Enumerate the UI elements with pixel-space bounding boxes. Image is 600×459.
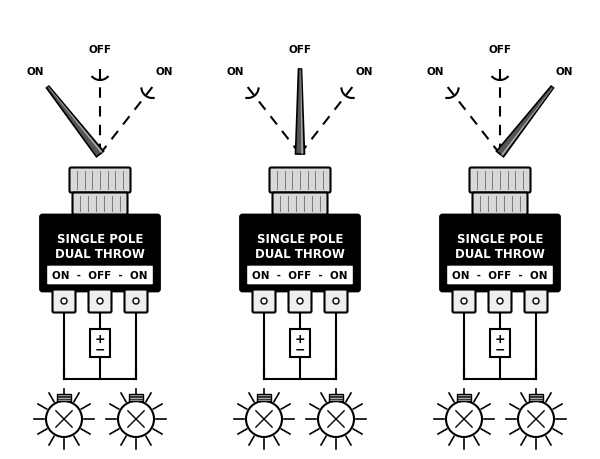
Text: SINGLE POLE: SINGLE POLE [257, 233, 343, 246]
Polygon shape [296, 70, 305, 155]
Text: ON  -  OFF  -  ON: ON - OFF - ON [252, 270, 348, 280]
FancyBboxPatch shape [446, 265, 554, 285]
Polygon shape [48, 87, 103, 154]
FancyBboxPatch shape [452, 290, 476, 313]
Circle shape [246, 401, 282, 437]
Circle shape [497, 298, 503, 304]
FancyBboxPatch shape [70, 168, 131, 193]
FancyBboxPatch shape [473, 193, 527, 215]
Bar [490, 329, 510, 357]
Text: +: + [494, 333, 505, 346]
Text: ON: ON [556, 67, 574, 77]
Bar [290, 329, 310, 357]
FancyBboxPatch shape [325, 290, 347, 313]
Polygon shape [46, 87, 104, 157]
Text: DUAL THROW: DUAL THROW [255, 247, 345, 260]
Polygon shape [496, 87, 554, 157]
Text: DUAL THROW: DUAL THROW [55, 247, 145, 260]
Polygon shape [501, 88, 553, 157]
Text: ON: ON [227, 67, 244, 77]
Circle shape [261, 298, 267, 304]
Bar [457, 394, 471, 401]
Bar [57, 394, 71, 401]
Text: +: + [295, 333, 305, 346]
FancyBboxPatch shape [47, 265, 154, 285]
Circle shape [46, 401, 82, 437]
FancyBboxPatch shape [272, 193, 328, 215]
Bar [129, 394, 143, 401]
Text: ON: ON [356, 67, 373, 77]
Text: ON  -  OFF  -  ON: ON - OFF - ON [452, 270, 548, 280]
Circle shape [518, 401, 554, 437]
FancyBboxPatch shape [53, 290, 76, 313]
Bar [529, 394, 543, 401]
FancyBboxPatch shape [269, 168, 331, 193]
Bar [329, 394, 343, 401]
Circle shape [118, 401, 154, 437]
FancyBboxPatch shape [488, 290, 512, 313]
FancyBboxPatch shape [125, 290, 148, 313]
FancyBboxPatch shape [89, 290, 112, 313]
Text: −: − [95, 343, 105, 356]
FancyBboxPatch shape [241, 216, 359, 291]
Circle shape [461, 298, 467, 304]
Text: SINGLE POLE: SINGLE POLE [457, 233, 543, 246]
Text: OFF: OFF [488, 45, 512, 55]
Text: ON: ON [427, 67, 444, 77]
Text: OFF: OFF [89, 45, 112, 55]
Text: OFF: OFF [289, 45, 311, 55]
Text: −: − [295, 343, 305, 356]
Bar [90, 329, 110, 357]
Circle shape [61, 298, 67, 304]
Bar [257, 394, 271, 401]
FancyBboxPatch shape [440, 216, 560, 291]
Circle shape [133, 298, 139, 304]
FancyBboxPatch shape [253, 290, 275, 313]
Text: DUAL THROW: DUAL THROW [455, 247, 545, 260]
FancyBboxPatch shape [524, 290, 548, 313]
Text: −: − [495, 343, 505, 356]
FancyBboxPatch shape [41, 216, 160, 291]
Polygon shape [301, 70, 303, 155]
Circle shape [297, 298, 303, 304]
FancyBboxPatch shape [247, 265, 353, 285]
Circle shape [446, 401, 482, 437]
Text: SINGLE POLE: SINGLE POLE [57, 233, 143, 246]
FancyBboxPatch shape [73, 193, 128, 215]
FancyBboxPatch shape [289, 290, 311, 313]
Circle shape [533, 298, 539, 304]
Circle shape [333, 298, 339, 304]
Text: ON: ON [26, 67, 44, 77]
Text: ON  -  OFF  -  ON: ON - OFF - ON [52, 270, 148, 280]
Circle shape [97, 298, 103, 304]
Circle shape [318, 401, 354, 437]
Text: +: + [95, 333, 106, 346]
Text: ON: ON [156, 67, 173, 77]
FancyBboxPatch shape [470, 168, 530, 193]
